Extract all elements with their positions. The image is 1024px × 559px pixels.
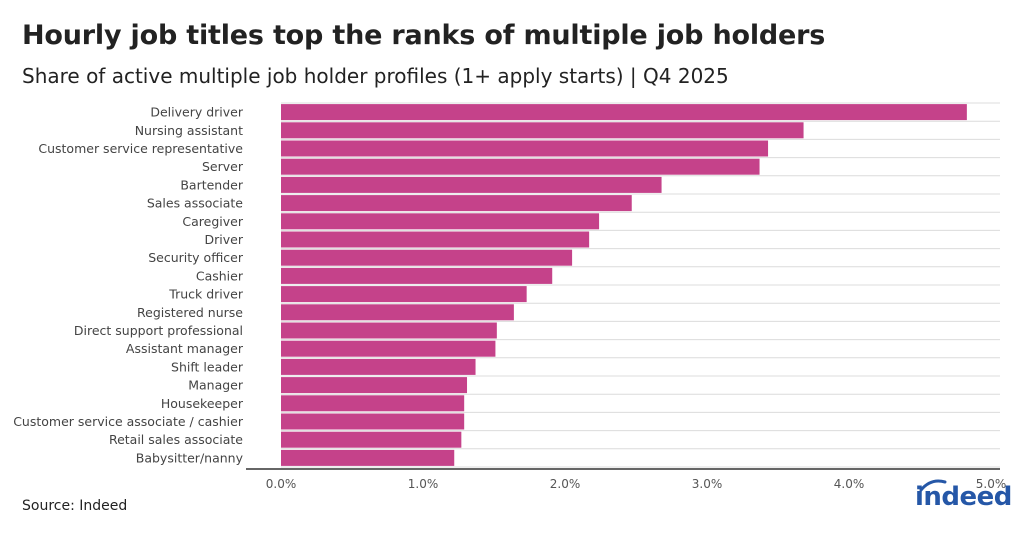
bar: [281, 158, 760, 175]
bar: [281, 413, 465, 430]
chart-title: Hourly job titles top the ranks of multi…: [22, 20, 826, 51]
category-label: Customer service associate / cashier: [13, 414, 244, 429]
bar: [281, 195, 632, 212]
x-tick-label: 1.0%: [408, 477, 439, 491]
category-label: Shift leader: [171, 359, 244, 374]
bar: [281, 322, 497, 339]
category-label: Retail sales associate: [109, 432, 243, 447]
x-tick-label: 3.0%: [692, 477, 723, 491]
category-label: Security officer: [148, 250, 244, 265]
category-label: Housekeeper: [161, 396, 244, 411]
bar: [281, 449, 455, 466]
category-label: Direct support professional: [74, 323, 243, 338]
bar: [281, 104, 967, 121]
bar: [281, 122, 804, 139]
source-note: Source: Indeed: [22, 498, 128, 514]
x-tick-label: 5.0%: [976, 477, 1007, 491]
category-label: Sales associate: [147, 196, 243, 211]
category-label: Cashier: [196, 268, 244, 283]
category-label: Server: [202, 159, 244, 174]
bar: [281, 340, 496, 357]
category-label: Caregiver: [182, 214, 243, 229]
category-label: Delivery driver: [150, 105, 243, 120]
bar: [281, 377, 468, 394]
category-label: Registered nurse: [137, 305, 243, 320]
logo-arc-icon: [919, 479, 947, 492]
bar: [281, 286, 527, 303]
bar: [281, 213, 600, 230]
bar: [281, 140, 769, 157]
bar: [281, 304, 514, 321]
x-tick-label: 0.0%: [266, 477, 297, 491]
bar: [281, 395, 465, 412]
bar: [281, 267, 553, 284]
bar: [281, 176, 662, 193]
category-label: Manager: [188, 378, 244, 393]
category-label: Assistant manager: [126, 341, 244, 356]
x-tick-label: 4.0%: [834, 477, 865, 491]
category-label: Customer service representative: [38, 141, 243, 156]
category-label: Truck driver: [168, 287, 244, 302]
category-label: Driver: [205, 232, 244, 247]
bar: [281, 231, 590, 248]
logo-text: indeed: [915, 482, 1012, 512]
indeed-logo: indeed: [915, 479, 1012, 512]
bar: [281, 431, 462, 448]
category-label: Bartender: [180, 177, 244, 192]
bar: [281, 358, 476, 375]
category-label: Nursing assistant: [135, 123, 243, 138]
bar: [281, 249, 573, 266]
category-label: Babysitter/nanny: [136, 450, 244, 465]
chart-subtitle: Share of active multiple job holder prof…: [22, 64, 729, 88]
x-tick-label: 2.0%: [550, 477, 581, 491]
